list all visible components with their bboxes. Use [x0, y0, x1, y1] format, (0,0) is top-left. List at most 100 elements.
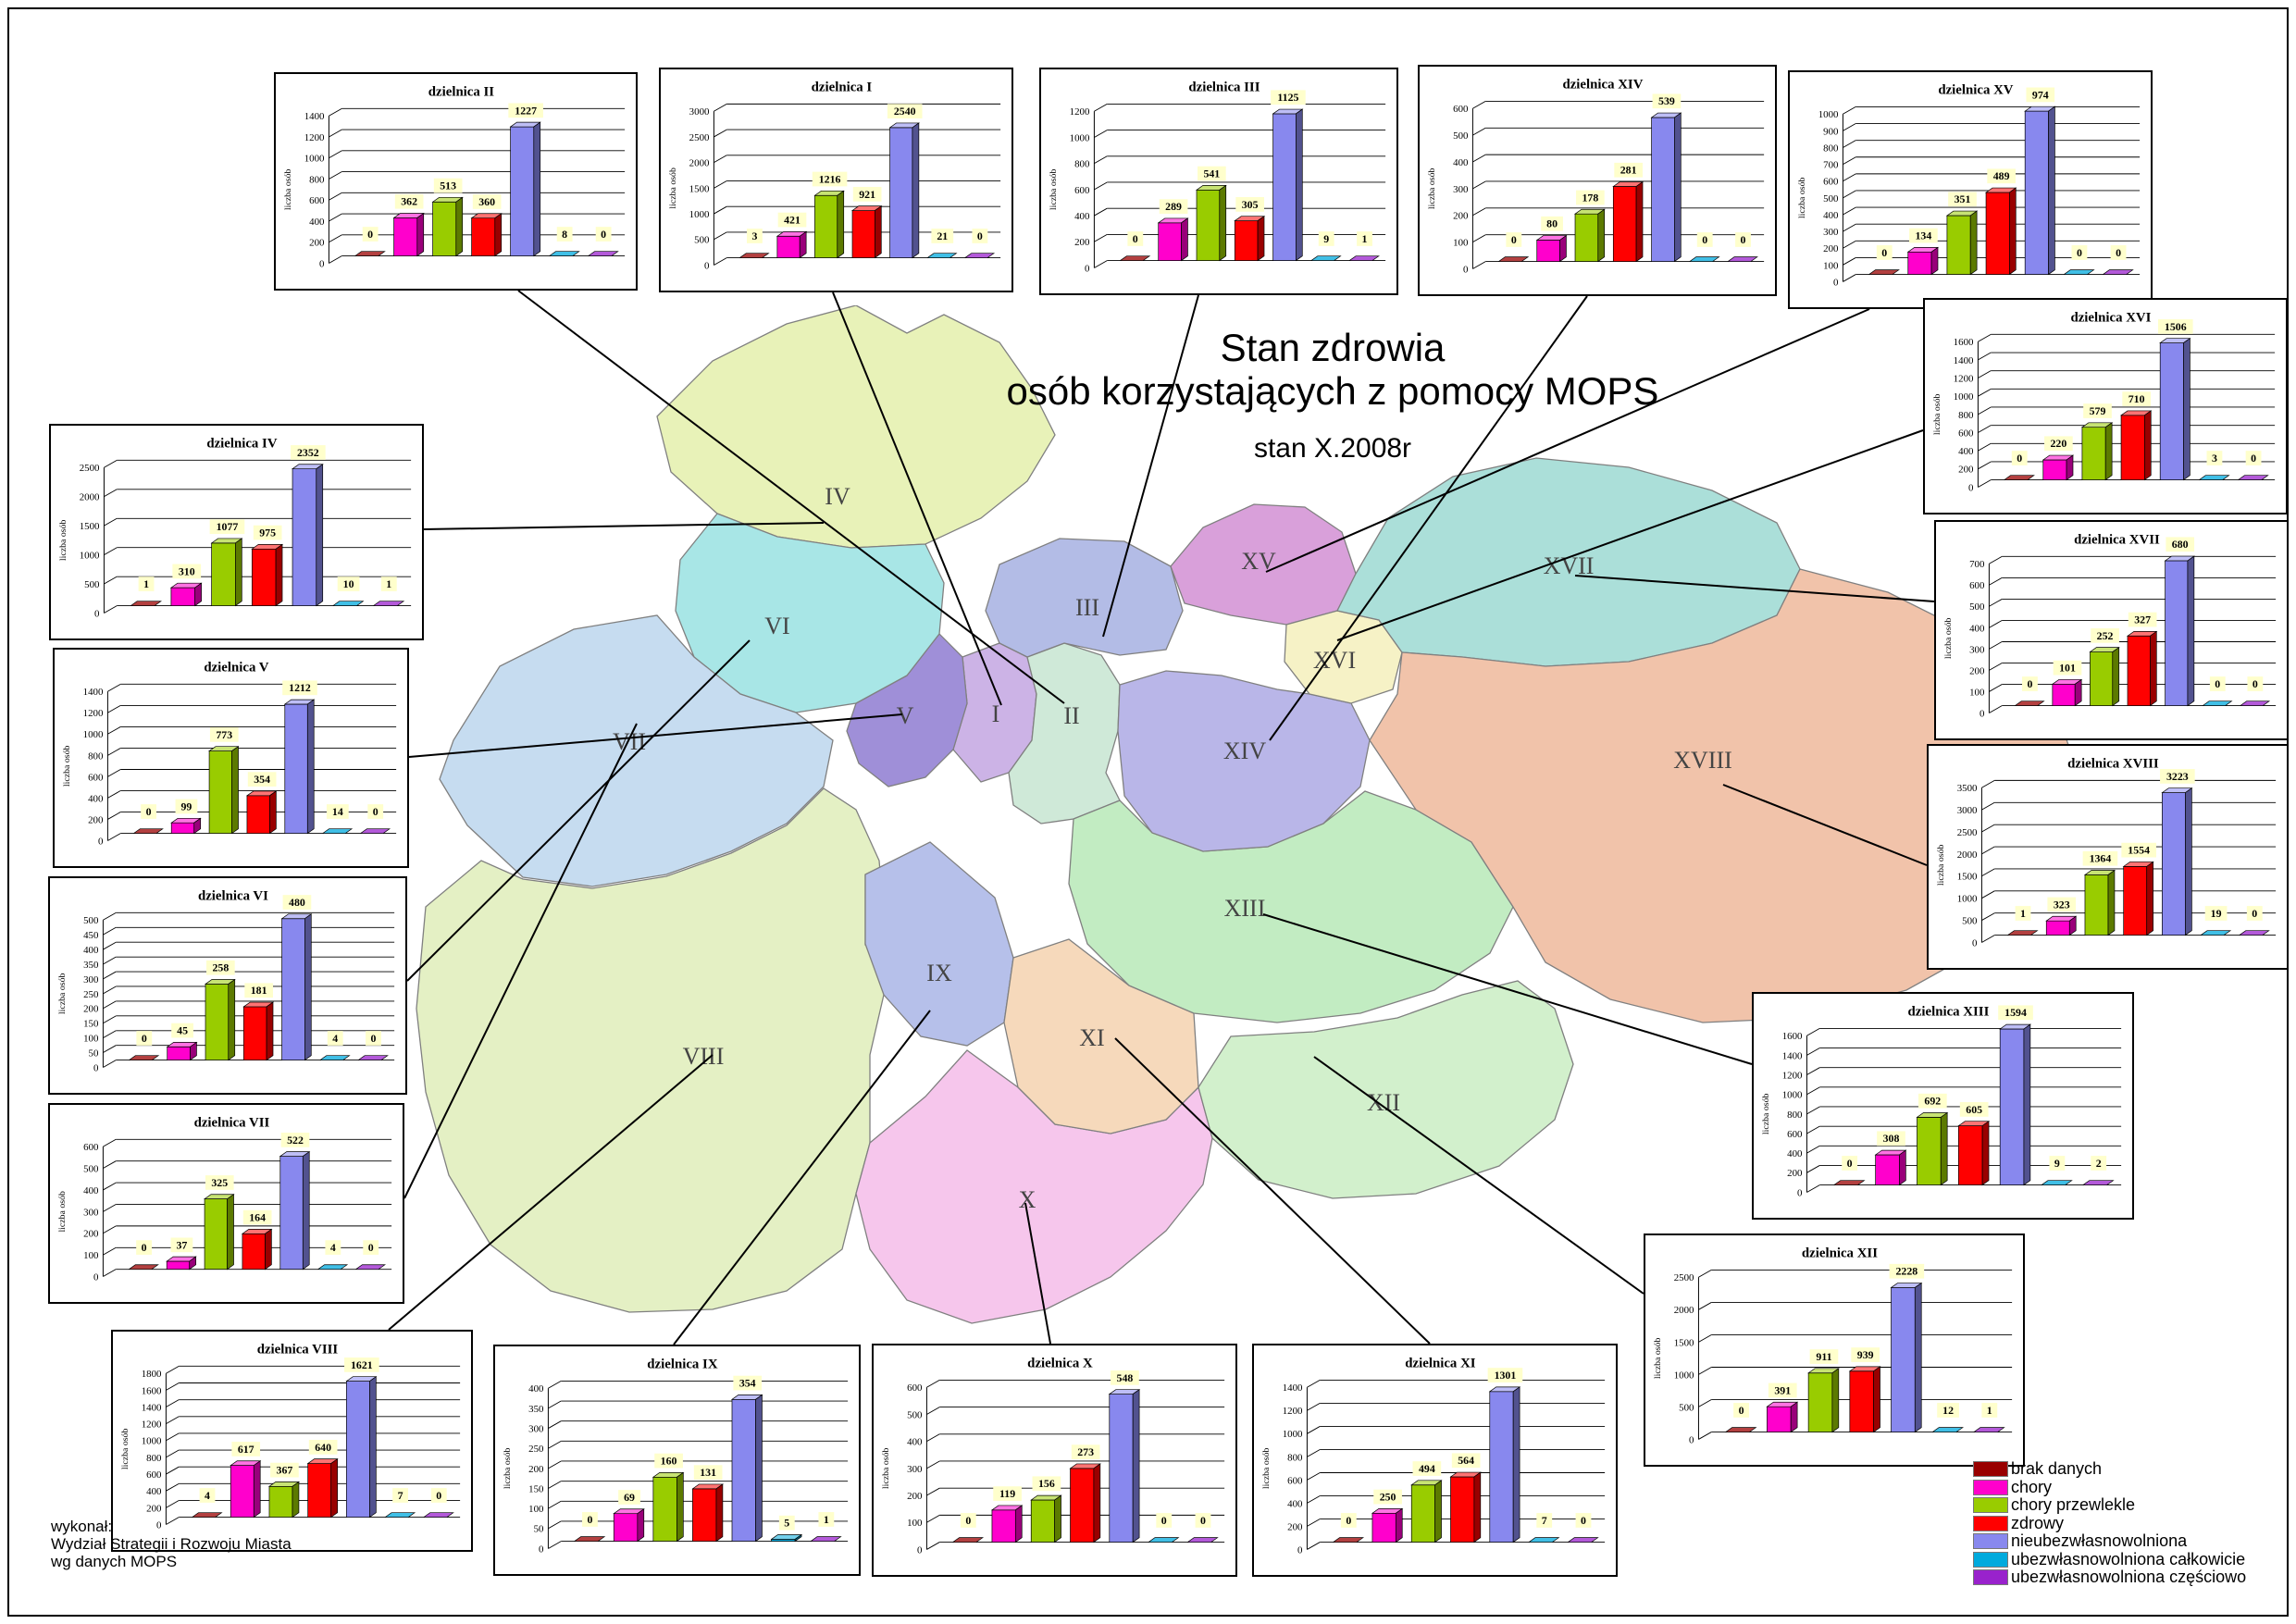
- bar-value-label: 156: [1038, 1477, 1055, 1490]
- bar-brak danych: 0: [951, 1513, 985, 1543]
- district-label-XVIII: XVIII: [1673, 747, 1732, 774]
- bar-zdrowy: 327: [2126, 612, 2158, 707]
- bar-ubezwłasnowolniona całkowicie: 8: [548, 227, 580, 256]
- bar-value-label: 911: [1816, 1350, 1831, 1363]
- y-tick-label: 1600: [1782, 1031, 1803, 1042]
- bar-nieubezwłasnowolniona: 539: [1650, 93, 1682, 263]
- y-tick-label: 100: [83, 1034, 99, 1045]
- chart-dzielnica-XV: dzielnica XV 0 100 200 300 400 500 600 700 800 900…: [1788, 70, 2153, 309]
- bar-ubezwłasnowolniona całkowicie: 4: [318, 1031, 351, 1060]
- bar-value-label: 250: [1380, 1491, 1396, 1504]
- y-tick-label: 500: [1962, 916, 1978, 927]
- bar-ubezwłasnowolniona częściowo: 0: [1567, 1513, 1599, 1543]
- bar-value-label: 2: [2096, 1157, 2102, 1170]
- bar-nieubezwłasnowolniona: 548: [1108, 1370, 1141, 1543]
- bar-value-label: 1: [1362, 232, 1368, 245]
- bar-chory: 80: [1535, 216, 1568, 263]
- bar-value-label: 0: [142, 1032, 147, 1045]
- y-tick-label: 1000: [1070, 132, 1090, 143]
- bar-value-label: 1: [1987, 1404, 1992, 1417]
- bar-value-label: 710: [2128, 392, 2145, 405]
- bar-nieubezwłasnowolniona: 3223: [2160, 769, 2195, 936]
- bar-value-label: 391: [1774, 1383, 1791, 1396]
- y-tick-label: 800: [1074, 159, 1090, 170]
- y-tick-label: 1200: [1954, 373, 1974, 384]
- bar-chory: 119: [990, 1486, 1024, 1543]
- title-subtitle: stan X.2008r: [1253, 433, 1412, 464]
- bar-brak danych: 0: [132, 804, 164, 834]
- chart-dzielnica-VI: dzielnica VI 0 50 100 150 200 250 300 350 400 450 5…: [48, 876, 407, 1095]
- bar-value-label: 541: [1203, 167, 1220, 180]
- y-tick-label: 0: [1797, 1187, 1803, 1198]
- chart-dzielnica-IX: dzielnica IX 0 50 100 150 200 250 300 350 400 licz…: [493, 1345, 861, 1576]
- bar-brak danych: 0: [573, 1512, 606, 1542]
- chart-title: dzielnica IV: [206, 437, 278, 452]
- bar-value-label: 160: [661, 1455, 677, 1468]
- chart-title: dzielnica XV: [1938, 83, 2013, 98]
- bar-value-label: 1216: [819, 172, 841, 185]
- y-tick-label: 100: [83, 1250, 98, 1261]
- bar-zdrowy: 305: [1234, 197, 1266, 262]
- y-tick-label: 0: [1980, 708, 1985, 719]
- bar-value-label: 354: [739, 1377, 756, 1390]
- y-tick-label: 2500: [80, 463, 100, 474]
- bar-chory przewlekle: 325: [203, 1175, 235, 1271]
- bar-value-label: 327: [2134, 614, 2151, 626]
- bar-brak danych: 0: [128, 1240, 159, 1271]
- y-tick-label: 500: [694, 235, 710, 246]
- y-tick-label: 150: [83, 1019, 99, 1030]
- bar-chory: 101: [2051, 660, 2083, 707]
- bar-chory: 250: [1371, 1489, 1404, 1543]
- chart-title: dzielnica XVIII: [2067, 757, 2159, 772]
- y-tick-label: 0: [917, 1544, 923, 1556]
- y-tick-label: 1400: [1283, 1382, 1303, 1394]
- y-tick-label: 400: [1074, 211, 1090, 222]
- bar-value-label: 617: [238, 1443, 254, 1456]
- y-tick-label: 400: [1969, 623, 1985, 634]
- bar-ubezwłasnowolniona całkowicie: 0: [1147, 1513, 1180, 1543]
- legend-label: chory przewlekle: [2011, 1495, 2136, 1515]
- bar-value-label: 101: [2059, 662, 2076, 675]
- credits-line-3: wg danych MOPS: [51, 1553, 178, 1570]
- chart-dzielnica-VIII: dzielnica VIII 0 200 400 600 800 1000 1200 1400 1…: [111, 1330, 473, 1552]
- district-label-XVII: XVII: [1544, 552, 1595, 579]
- title-line-1: Stan zdrowia: [1220, 326, 1446, 369]
- bar-ubezwłasnowolniona częściowo: 1: [810, 1512, 842, 1542]
- bar-value-label: 310: [179, 564, 195, 577]
- y-axis-title: liczba osób: [57, 973, 68, 1015]
- y-axis-title: liczba osób: [1653, 1338, 1663, 1380]
- bar-chory przewlekle: 252: [2089, 627, 2120, 707]
- bar-brak danych: 3: [738, 229, 770, 258]
- y-tick-label: 1500: [1957, 872, 1978, 883]
- bar-value-label: 9: [2054, 1157, 2060, 1170]
- bar-value-label: 0: [1511, 233, 1517, 246]
- y-axis-title: liczba osób: [283, 169, 293, 211]
- bar-brak danych: 4: [191, 1488, 223, 1518]
- bar-value-label: 1621: [351, 1358, 373, 1371]
- bar-value-label: 975: [259, 527, 276, 539]
- y-tick-label: 700: [1823, 160, 1839, 171]
- bar-ubezwłasnowolniona całkowicie: 4: [316, 1240, 349, 1271]
- bar-nieubezwłasnowolniona: 2228: [1889, 1263, 1925, 1433]
- bar-value-label: 3223: [2166, 770, 2189, 783]
- chart-dzielnica-XVII: dzielnica XVII 0 100 200 300 400 500 600 700 licz…: [1934, 520, 2289, 740]
- bar-value-label: 80: [1546, 217, 1558, 230]
- bar-value-label: 0: [1739, 1404, 1744, 1417]
- y-tick-label: 600: [1958, 428, 1974, 439]
- y-tick-label: 1200: [304, 132, 325, 143]
- bar-zdrowy: 360: [470, 194, 503, 257]
- y-tick-label: 1200: [83, 708, 104, 719]
- y-axis-title: liczba osób: [58, 520, 68, 562]
- district-label-II: II: [1063, 702, 1079, 729]
- y-tick-label: 1000: [80, 551, 100, 562]
- bar-chory przewlekle: 1216: [812, 171, 848, 259]
- y-tick-label: 1000: [1818, 109, 1839, 120]
- y-tick-label: 2000: [689, 158, 710, 169]
- y-tick-label: 600: [1074, 185, 1090, 196]
- bar-nieubezwłasnowolniona: 2540: [887, 104, 923, 259]
- bar-chory przewlekle: 160: [652, 1453, 685, 1543]
- y-tick-label: 100: [1969, 687, 1985, 698]
- y-tick-label: 500: [907, 1409, 923, 1420]
- bar-value-label: 367: [277, 1464, 293, 1477]
- y-tick-label: 600: [1287, 1475, 1303, 1486]
